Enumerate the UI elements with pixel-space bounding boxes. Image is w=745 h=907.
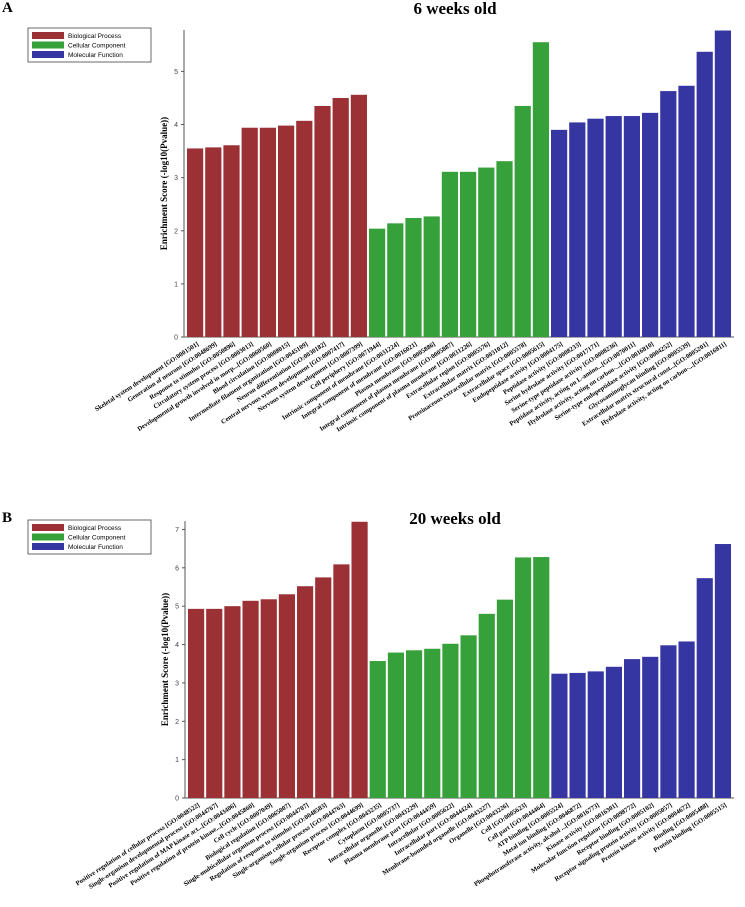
bar <box>406 650 423 798</box>
chart-title: 6 weeks old <box>413 0 497 18</box>
bar <box>623 116 640 337</box>
legend: Biological Process Cellular Component Mole… <box>27 519 152 555</box>
bar <box>260 599 277 798</box>
legend-swatch <box>32 524 64 531</box>
bar <box>660 645 677 798</box>
bar <box>696 578 713 798</box>
y-tick-label: 7 <box>175 527 179 534</box>
bar <box>460 171 477 337</box>
bar <box>624 659 641 798</box>
x-tick-label: Positive regulation of cellular process … <box>75 802 202 888</box>
bar <box>369 661 386 798</box>
bar <box>188 608 205 798</box>
bar <box>496 161 513 337</box>
legend-swatch <box>32 533 64 541</box>
bar <box>223 145 240 337</box>
bar <box>532 42 549 338</box>
bar <box>515 557 532 798</box>
bar <box>224 606 241 798</box>
bar <box>478 613 495 798</box>
bar <box>678 85 695 337</box>
y-tick-label: 5 <box>174 69 178 76</box>
bar <box>587 671 604 798</box>
bar <box>642 656 659 798</box>
y-axis-label: Enrichment Score (-log10(Pvalue)) <box>160 593 170 726</box>
bar <box>206 608 223 798</box>
bar <box>569 122 586 337</box>
y-tick-label: 4 <box>174 122 178 129</box>
legend: Biological Process Cellular Component Mole… <box>27 27 152 63</box>
y-tick-label: 0 <box>174 335 178 342</box>
legend-label: Cellular Component <box>68 43 126 50</box>
bar <box>496 599 513 798</box>
y-tick-label: 6 <box>175 565 179 572</box>
bar <box>678 641 695 798</box>
chart-panel-A: A 6 weeks old 0 1 2 3 4 5 Enrichment Score (-log… <box>2 0 734 434</box>
y-tick-label: 4 <box>175 642 179 649</box>
bar <box>369 228 386 337</box>
bar <box>642 112 659 338</box>
bar <box>387 652 404 798</box>
legend-label: Cellular Component <box>68 535 126 542</box>
y-tick-label: 2 <box>175 719 179 726</box>
panel-letter: A <box>2 0 13 16</box>
legend-swatch <box>32 543 64 550</box>
bar <box>478 167 495 337</box>
legend-label: Molecular Function <box>68 544 123 551</box>
bar <box>714 30 731 338</box>
bar <box>242 600 259 798</box>
chart-title: 20 weeks old <box>409 509 501 528</box>
y-tick-label: 3 <box>174 175 178 182</box>
bar <box>351 521 368 798</box>
bar <box>442 643 459 798</box>
bar <box>533 557 550 798</box>
bar <box>460 635 477 798</box>
bar <box>605 116 622 337</box>
legend-label: Molecular Function <box>68 52 123 59</box>
bar <box>441 171 458 337</box>
bar <box>605 666 622 798</box>
bar <box>587 118 604 338</box>
bar <box>314 105 331 338</box>
bar <box>551 129 568 337</box>
bar <box>514 105 531 338</box>
bar <box>405 218 422 337</box>
bar <box>259 127 276 337</box>
bar <box>350 94 367 337</box>
legend-swatch <box>32 32 64 39</box>
bar <box>333 564 350 798</box>
legend-swatch <box>32 41 64 49</box>
y-tick-label: 1 <box>174 281 178 288</box>
bar <box>241 127 258 337</box>
legend-label: Biological Process <box>68 525 122 532</box>
y-axis-label: Enrichment Score (-log10(Pvalue)) <box>159 117 169 250</box>
bar <box>714 544 731 798</box>
bar <box>660 91 677 337</box>
bar <box>696 51 713 337</box>
y-tick-label: 0 <box>175 796 179 803</box>
bar <box>315 577 332 798</box>
legend-label: Biological Process <box>68 33 122 40</box>
bar <box>296 120 313 337</box>
y-tick-label: 3 <box>175 680 179 687</box>
y-tick-label: 1 <box>175 757 179 764</box>
bar <box>278 125 295 338</box>
bar <box>423 216 440 337</box>
bar <box>569 672 586 798</box>
bar <box>187 148 204 337</box>
legend-swatch <box>32 51 64 58</box>
y-tick-label: 5 <box>175 604 179 611</box>
bar <box>332 97 349 337</box>
panel-letter: B <box>2 510 12 526</box>
chart-panel-B: B 20 weeks old 0 1 2 3 4 5 6 7 Enrichment Score (-… <box>2 509 734 891</box>
bar <box>387 223 404 337</box>
y-tick-label: 2 <box>174 228 178 235</box>
bar <box>278 594 295 798</box>
bar <box>424 648 441 798</box>
bar <box>551 673 568 798</box>
bar <box>205 147 222 337</box>
bar <box>297 586 314 798</box>
